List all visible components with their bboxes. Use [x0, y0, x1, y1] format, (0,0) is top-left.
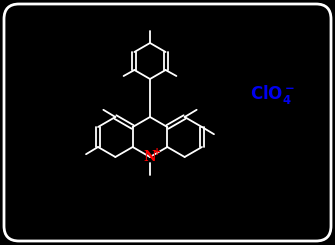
Text: +: + — [153, 147, 161, 157]
Text: N: N — [144, 150, 156, 164]
Text: $\mathbf{ClO_4^-}$: $\mathbf{ClO_4^-}$ — [250, 84, 294, 107]
